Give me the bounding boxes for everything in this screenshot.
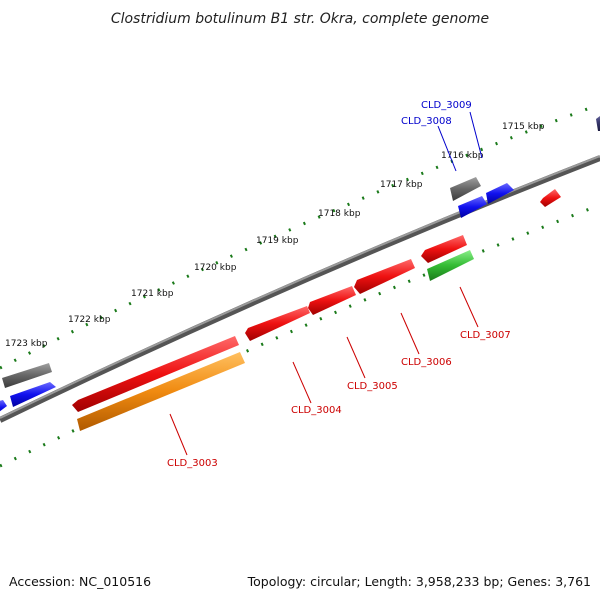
gene-cld-3006[interactable] (354, 259, 415, 294)
gene-label-cld-3004[interactable]: CLD_3004 (291, 405, 342, 416)
map-title: Clostridium botulinum B1 str. Okra, comp… (111, 11, 489, 27)
gene-label-cld-3008[interactable]: CLD_3008 (401, 116, 452, 127)
gene-label-cld-3009[interactable]: CLD_3009 (421, 100, 472, 111)
gene-blue-left-partial[interactable] (0, 400, 7, 415)
accession-text: Accession: NC_010516 (9, 574, 151, 589)
gene-label-cld-3003[interactable]: CLD_3003 (167, 458, 218, 469)
gene-blue-right-1[interactable] (458, 196, 487, 218)
kbp-label-1721: 1721 kbp (131, 289, 174, 299)
kbp-label-1718: 1718 kbp (318, 209, 361, 219)
kbp-label-1715: 1715 kbp (502, 122, 545, 132)
gene-blue-left[interactable] (10, 382, 56, 407)
kbp-label-1719: 1719 kbp (256, 236, 299, 246)
gene-cld-3004[interactable] (245, 306, 310, 341)
gene-cld-3003[interactable] (72, 336, 239, 412)
gene-label-cld-3007[interactable]: CLD_3007 (460, 330, 511, 341)
gene-label-cld-3005[interactable]: CLD_3005 (347, 381, 398, 392)
kbp-label-1723: 1723 kbp (5, 339, 48, 349)
gene-red-right[interactable] (540, 189, 561, 207)
genome-backbone (0, 155, 600, 423)
gene-label-cld-3006[interactable]: CLD_3006 (401, 357, 452, 368)
gene-green[interactable] (427, 250, 474, 281)
leader-lines (169, 111, 483, 456)
kbp-label-1720: 1720 kbp (194, 263, 237, 273)
gene-cld-3005[interactable] (308, 286, 356, 315)
gene-gray-left[interactable] (2, 363, 52, 388)
kbp-label-1717: 1717 kbp (380, 180, 423, 190)
gene-blue-right-2[interactable] (486, 183, 514, 204)
gene-cld-3007-top[interactable] (421, 235, 467, 263)
genome-summary-text: Topology: circular; Length: 3,958,233 bp… (247, 574, 591, 589)
gene-navy-right[interactable] (596, 113, 600, 131)
gene-orange[interactable] (77, 352, 245, 431)
kbp-label-1716: 1716 kbp (441, 151, 484, 161)
kbp-label-1722: 1722 kbp (68, 315, 111, 325)
gene-cld-3009[interactable] (450, 177, 481, 201)
